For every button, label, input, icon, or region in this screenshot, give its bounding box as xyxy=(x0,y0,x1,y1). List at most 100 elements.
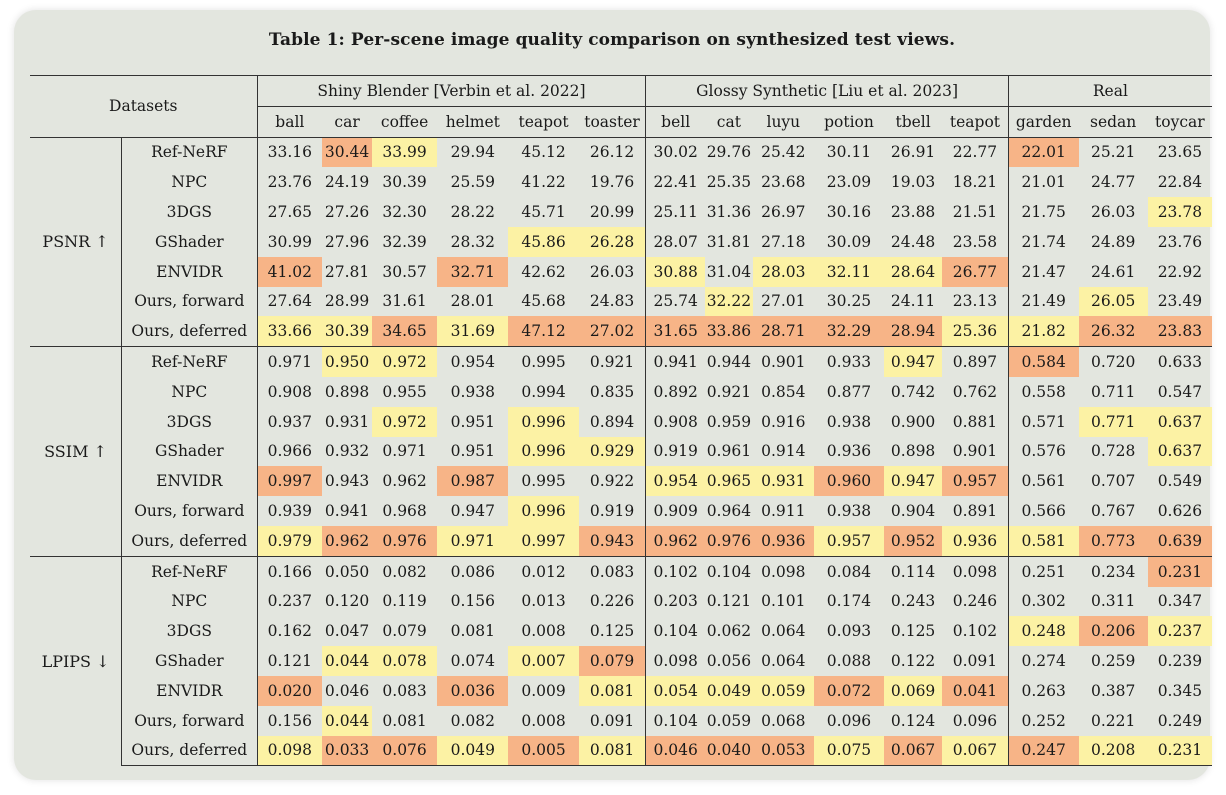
table-cell: 0.311 xyxy=(1090,592,1136,611)
table-cell: 45.86 xyxy=(508,226,579,257)
table-cell: 30.09 xyxy=(826,232,872,251)
table-cell: 0.174 xyxy=(826,592,872,611)
table-cell: 0.711 xyxy=(1090,382,1136,401)
table-cell: 19.76 xyxy=(589,173,635,192)
table-cell: 0.088 xyxy=(826,652,872,671)
table-cell: 21.75 xyxy=(1007,197,1079,227)
table-cell: 0.079 xyxy=(578,646,646,676)
method-name: Ours, forward xyxy=(121,496,258,526)
table-cell: 26.03 xyxy=(589,262,635,281)
table-cell: 30.02 xyxy=(645,136,705,168)
table-cell: 0.259 xyxy=(1090,652,1136,671)
table-cell: 28.99 xyxy=(324,292,370,311)
table-cell: 41.02 xyxy=(256,256,323,287)
table-cell: 0.955 xyxy=(382,382,427,401)
table-cell: 0.072 xyxy=(813,675,885,706)
table-cell: 24.77 xyxy=(1090,173,1136,192)
table-cell: 0.961 xyxy=(706,442,752,461)
table-cell: 0.976 xyxy=(372,525,438,557)
table-cell: 0.046 xyxy=(324,681,370,700)
table-cell: 0.952 xyxy=(884,525,943,557)
table-cell: 0.249 xyxy=(1157,711,1203,730)
table-cell: 26.12 xyxy=(578,136,646,168)
table-cell: 0.231 xyxy=(1147,555,1212,587)
table-cell: 22.77 xyxy=(942,136,1009,168)
table-cell: 0.101 xyxy=(761,592,806,611)
table-cell: 31.69 xyxy=(437,316,509,347)
table-cell: 0.549 xyxy=(1157,472,1203,491)
table-cell: 0.125 xyxy=(589,622,635,641)
table-cell: 0.347 xyxy=(1157,592,1203,611)
table-cell: 0.962 xyxy=(382,472,427,491)
table-cell: 0.166 xyxy=(256,555,323,587)
table-cell: 0.081 xyxy=(382,711,427,730)
table-cell: 0.835 xyxy=(589,382,635,401)
table-cell: 24.11 xyxy=(890,292,936,311)
scene-header: teapot xyxy=(508,105,579,138)
table-cell: 24.61 xyxy=(1090,262,1136,281)
table-cell: 0.104 xyxy=(645,705,705,736)
table-cell: 0.909 xyxy=(645,496,705,526)
table-cell: 0.221 xyxy=(1090,711,1136,730)
method-name: Ours, deferred xyxy=(121,525,258,557)
table-cell: 0.054 xyxy=(645,675,705,706)
table-cell: 23.68 xyxy=(761,173,806,192)
table-cell: 45.71 xyxy=(521,203,566,222)
table-cell: 0.008 xyxy=(521,711,566,730)
table-cell: 0.972 xyxy=(372,346,438,377)
scene-header: potion xyxy=(813,105,885,138)
table-cell: 0.633 xyxy=(1147,346,1212,377)
table-cell: 0.104 xyxy=(704,555,753,587)
table-cell: 0.951 xyxy=(450,412,495,431)
table-cell: 0.047 xyxy=(324,622,370,641)
table-cell: 0.050 xyxy=(322,555,373,587)
table-cell: 0.121 xyxy=(706,592,752,611)
table-cell: 0.053 xyxy=(752,735,814,767)
table-cell: 0.894 xyxy=(589,412,635,431)
method-name: ENVIDR xyxy=(121,466,258,497)
table-cell: 23.58 xyxy=(952,232,998,251)
table-cell: 41.22 xyxy=(521,173,566,192)
method-name: NPC xyxy=(121,376,258,407)
table-cell: 30.39 xyxy=(382,173,427,192)
table-cell: 0.898 xyxy=(890,442,936,461)
group-header: Real xyxy=(1007,75,1212,107)
table-cell: 0.075 xyxy=(813,735,885,767)
method-name: ENVIDR xyxy=(121,256,258,287)
table-cell: 0.854 xyxy=(761,382,806,401)
table-cell: 0.083 xyxy=(578,555,646,587)
table-cell: 0.929 xyxy=(578,436,646,467)
table-cell: 0.068 xyxy=(761,711,806,730)
scene-header: garden xyxy=(1007,105,1079,138)
table-cell: 24.83 xyxy=(589,292,635,311)
table-cell: 0.020 xyxy=(256,675,323,706)
table-cell: 0.076 xyxy=(372,735,438,767)
table-cell: 0.936 xyxy=(942,525,1009,557)
scene-header: coffee xyxy=(372,105,438,138)
table-cell: 0.041 xyxy=(942,675,1009,706)
table-cell: 0.959 xyxy=(706,412,752,431)
table-cell: 0.996 xyxy=(508,496,579,526)
table-cell: 31.81 xyxy=(706,232,752,251)
table-cell: 0.900 xyxy=(890,412,936,431)
table-cell: 0.995 xyxy=(521,472,566,491)
table-cell: 0.124 xyxy=(890,711,936,730)
scene-header: helmet xyxy=(437,105,509,138)
table-cell: 0.069 xyxy=(884,675,943,706)
table-cell: 0.957 xyxy=(813,525,885,557)
table-cell: 23.09 xyxy=(826,173,872,192)
table-cell: 30.57 xyxy=(382,262,427,281)
table-cell: 0.206 xyxy=(1078,616,1148,647)
table-cell: 25.59 xyxy=(450,173,495,192)
table-cell: 0.098 xyxy=(256,735,323,767)
table-cell: 0.995 xyxy=(508,346,579,377)
table-cell: 23.83 xyxy=(1147,316,1212,347)
table-cell: 0.252 xyxy=(1007,705,1079,736)
table-cell: 0.093 xyxy=(826,622,872,641)
table-cell: 0.947 xyxy=(884,346,943,377)
table-cell: 22.41 xyxy=(645,167,705,198)
metric-label: PSNR ↑ xyxy=(30,136,122,347)
table-cell: 0.049 xyxy=(437,735,509,767)
table-cell: 0.062 xyxy=(706,622,752,641)
table-cell: 25.21 xyxy=(1078,136,1148,168)
